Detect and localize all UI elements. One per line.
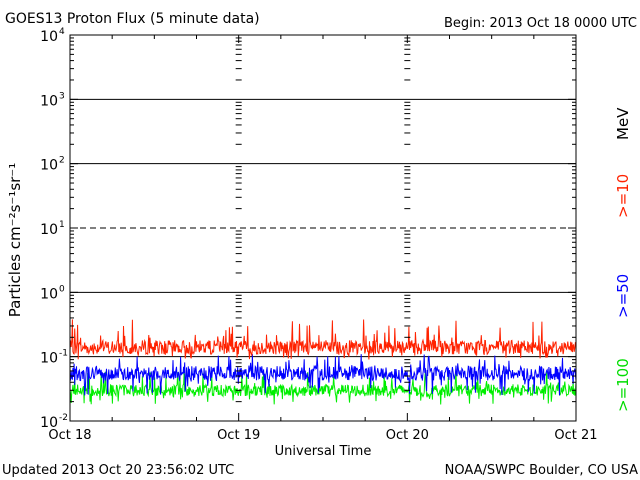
legend-50mev: >=50 <box>614 274 632 318</box>
x-tick-label: Oct 19 <box>217 428 260 443</box>
gridlines <box>70 98 576 358</box>
source-credit: NOAA/SWPC Boulder, CO USA <box>445 463 638 478</box>
y-tick-label: 10 <box>40 29 58 45</box>
plot-border <box>69 34 577 422</box>
y-tick-exponent: 2 <box>59 156 65 166</box>
data-traces <box>69 319 577 405</box>
y-tick-exponent: 0 <box>59 284 65 294</box>
x-tick-labels: Oct 18 Oct 19 Oct 20 Oct 21 <box>48 428 597 443</box>
y-tick-label: 10 <box>40 351 58 367</box>
y-tick-exponent: -2 <box>59 413 68 423</box>
y-tick-label: 10 <box>40 158 58 174</box>
chart-title: GOES13 Proton Flux (5 minute data) <box>5 11 260 27</box>
legend-mev-unit: MeV <box>614 107 632 140</box>
updated-timestamp: Updated 2013 Oct 20 23:56:02 UTC <box>2 463 234 478</box>
legend-100mev: >=100 <box>614 358 632 412</box>
axis-ticks <box>69 35 577 422</box>
series-line-10mev <box>69 319 577 360</box>
y-tick-label: 10 <box>40 415 58 431</box>
x-tick-label: Oct 20 <box>386 428 429 443</box>
series-line-50mev <box>69 354 577 396</box>
y-axis-label: Particles cm⁻²s⁻¹sr⁻¹ <box>6 163 24 317</box>
series-line-100mev <box>69 371 577 405</box>
legend-10mev: >=10 <box>614 174 632 218</box>
y-tick-exponent: 4 <box>59 27 65 37</box>
y-tick-label: 10 <box>40 286 58 302</box>
x-axis-label: Universal Time <box>275 444 372 459</box>
x-tick-label: Oct 21 <box>554 428 597 443</box>
y-tick-label: 10 <box>40 93 58 109</box>
y-tick-exponent: -1 <box>59 349 68 359</box>
y-tick-label: 10 <box>40 222 58 238</box>
begin-date-label: Begin: 2013 Oct 18 0000 UTC <box>444 16 637 31</box>
y-tick-exponent: 3 <box>59 91 65 101</box>
x-tick-label: Oct 18 <box>48 428 91 443</box>
y-tick-exponent: 1 <box>59 220 65 230</box>
